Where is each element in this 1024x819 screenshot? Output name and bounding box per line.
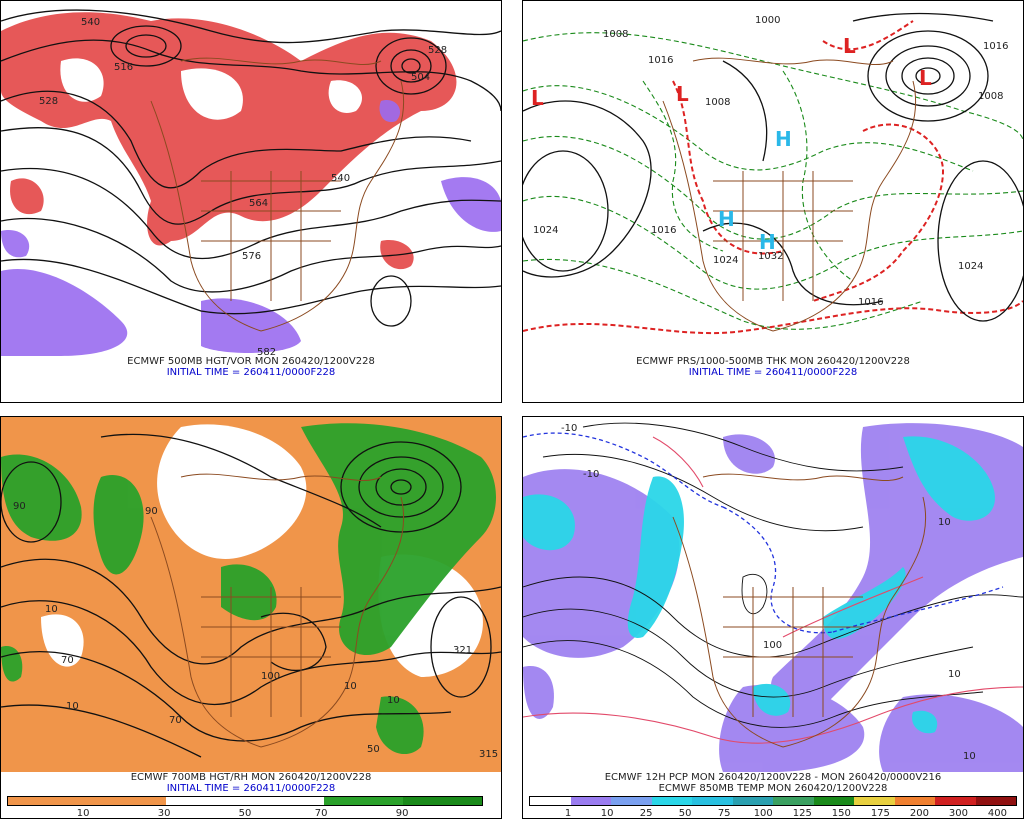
svg-text:504: 504 [411, 72, 430, 83]
map-borders [150, 473, 405, 748]
precip-colorbar-ticks: 1 10 25 50 75 100 125 150 175 200 300 40… [564, 808, 1008, 819]
contour-labels: -10 -10 10 10 10 100 [561, 423, 976, 762]
svg-text:528: 528 [428, 45, 447, 56]
precip-cyan-areas [523, 436, 995, 734]
svg-text:1016: 1016 [858, 297, 883, 308]
svg-text:1016: 1016 [648, 55, 673, 66]
svg-text:10: 10 [938, 517, 951, 528]
panel-500mb-hgt-vor: 540 516 528 528 504 564 576 540 582 ECMW… [0, 0, 502, 403]
high-center-1: H [775, 127, 792, 151]
temp-contours [523, 422, 1023, 728]
svg-text:1000: 1000 [755, 15, 780, 26]
map-borders [150, 57, 405, 332]
svg-text:50: 50 [367, 744, 380, 755]
rh-colorbar-ticks: 10 30 50 70 90 [76, 808, 409, 819]
svg-text:1008: 1008 [978, 91, 1003, 102]
rh-green-areas [1, 423, 496, 755]
svg-text:315: 315 [479, 749, 498, 760]
svg-text:582: 582 [257, 347, 276, 356]
map-700mb: 90 10 70 10 70 321 10 100 90 50 10 315 [1, 417, 501, 772]
caption-initial-time: INITIAL TIME = 260411/0000F228 [166, 367, 336, 378]
pressure-centers: L L L L H H H [531, 34, 932, 254]
map-borders [662, 57, 917, 332]
svg-text:100: 100 [763, 640, 782, 651]
svg-text:1016: 1016 [983, 41, 1008, 52]
caption-initial-time: INITIAL TIME = 260411/0000F228 [688, 367, 858, 378]
svg-text:10: 10 [963, 751, 976, 762]
svg-text:1024: 1024 [958, 261, 983, 272]
svg-text:564: 564 [249, 198, 268, 209]
contour-labels: 540 516 528 528 504 564 576 540 582 [39, 17, 447, 356]
svg-text:70: 70 [61, 655, 74, 666]
caption-title: ECMWF 500MB HGT/VOR MON 260420/1200V228 [127, 356, 375, 367]
svg-text:1008: 1008 [705, 97, 730, 108]
svg-text:10: 10 [948, 669, 961, 680]
map-pressure: L L L L H H H 1024 1016 1008 1016 1024 1… [523, 1, 1023, 356]
contour-labels: 90 10 70 10 70 321 10 100 90 50 10 315 [13, 501, 498, 760]
svg-text:540: 540 [81, 17, 100, 28]
precip-colorbar [529, 796, 1017, 806]
rh-white-areas [41, 424, 483, 677]
caption-title: ECMWF 700MB HGT/RH MON 260420/1200V228 [130, 772, 372, 783]
high-center-2: H [718, 207, 735, 231]
svg-text:1032: 1032 [758, 251, 783, 262]
caption-precip-title: ECMWF 12H PCP MON 260420/1200V228 - MON … [604, 772, 942, 783]
svg-text:10: 10 [45, 604, 58, 615]
svg-text:516: 516 [114, 62, 133, 73]
thickness-contours-red [523, 20, 1023, 335]
map-precip: -10 -10 10 10 10 100 [523, 417, 1023, 772]
temp-contours-warm [523, 436, 1023, 744]
svg-text:90: 90 [145, 506, 158, 517]
svg-text:1024: 1024 [713, 255, 738, 266]
vorticity-red-areas [1, 12, 457, 270]
high-center-3: H [759, 230, 776, 254]
isobars [523, 12, 1023, 322]
contour-labels: 1024 1016 1008 1016 1024 1032 1024 1016 … [533, 15, 1008, 308]
svg-text:100: 100 [261, 671, 280, 682]
svg-text:-10: -10 [583, 469, 599, 480]
svg-text:1008: 1008 [603, 29, 628, 40]
svg-text:1016: 1016 [651, 225, 676, 236]
thickness-contours-green [523, 32, 1023, 330]
caption-title: ECMWF PRS/1000-500MB THK MON 260420/1200… [636, 356, 910, 367]
svg-text:10: 10 [344, 681, 357, 692]
temp-contours-cold [523, 432, 1004, 634]
svg-text:1024: 1024 [533, 225, 558, 236]
low-center-1: L [531, 86, 544, 110]
caption-temp-title: ECMWF 850MB TEMP MON 260420/1200V228 [658, 783, 888, 794]
rh-colorbar [7, 796, 483, 806]
caption-initial-time: INITIAL TIME = 260411/0000F228 [166, 783, 336, 794]
map-borders [672, 473, 927, 748]
map-500mb: 540 516 528 528 504 564 576 540 582 [1, 1, 501, 356]
low-center-2: L [676, 82, 689, 106]
panel-precip-850temp: -10 -10 10 10 10 100 ECMWF 12H PCP MON 2… [522, 416, 1024, 819]
svg-text:-10: -10 [561, 423, 577, 434]
svg-text:528: 528 [39, 96, 58, 107]
vorticity-purple-areas [1, 100, 501, 356]
svg-text:90: 90 [13, 501, 26, 512]
vorticity-gaps [60, 58, 362, 120]
svg-text:70: 70 [169, 715, 182, 726]
low-center-3: L [843, 34, 856, 58]
panel-700mb-hgt-rh: 90 10 70 10 70 321 10 100 90 50 10 315 E… [0, 416, 502, 819]
low-center-4: L [919, 66, 932, 90]
svg-text:321: 321 [453, 645, 472, 656]
svg-text:540: 540 [331, 173, 350, 184]
svg-text:10: 10 [387, 695, 400, 706]
svg-text:576: 576 [242, 251, 261, 262]
panel-pressure-thickness: L L L L H H H 1024 1016 1008 1016 1024 1… [522, 0, 1024, 403]
svg-text:10: 10 [66, 701, 79, 712]
height-contours [1, 433, 501, 758]
